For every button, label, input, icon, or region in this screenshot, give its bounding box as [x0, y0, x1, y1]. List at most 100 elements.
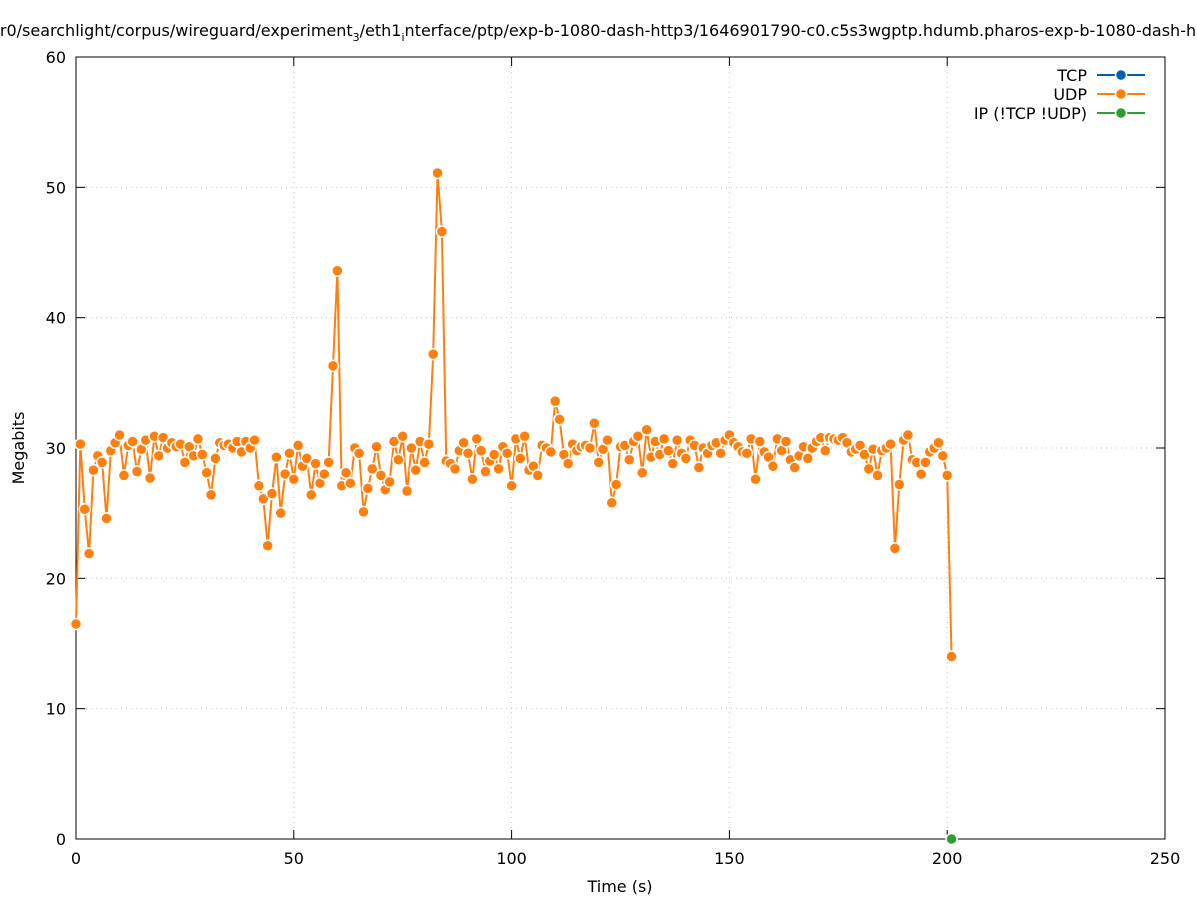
- y-tick-label: 20: [46, 569, 66, 588]
- point: [657, 432, 671, 446]
- point: [518, 430, 531, 443]
- point: [766, 459, 780, 473]
- point: [261, 539, 274, 552]
- point: [95, 456, 109, 469]
- point: [287, 473, 301, 486]
- legend-marker: [1114, 68, 1128, 82]
- title-subscript: 3: [353, 31, 360, 44]
- point: [87, 463, 100, 477]
- y-tick-label: 10: [46, 700, 66, 719]
- title-part: /eth1: [360, 21, 402, 40]
- legend-label: UDP: [1053, 85, 1087, 104]
- point: [283, 446, 296, 460]
- point: [78, 503, 91, 516]
- point: [636, 466, 649, 480]
- point: [357, 505, 370, 519]
- point: [945, 832, 958, 846]
- point: [609, 478, 623, 491]
- point: [679, 452, 693, 465]
- point: [457, 436, 470, 450]
- legend-label: IP (!TCP !UDP): [974, 104, 1087, 123]
- point: [331, 264, 344, 277]
- point: [74, 437, 87, 451]
- point: [178, 456, 192, 469]
- point: [801, 452, 815, 465]
- point: [196, 448, 209, 461]
- point: [418, 456, 431, 469]
- point: [365, 462, 379, 476]
- point: [113, 428, 126, 442]
- y-tick-label: 50: [46, 178, 66, 197]
- point: [492, 462, 505, 476]
- point: [862, 462, 876, 476]
- point: [470, 432, 484, 446]
- point: [396, 430, 409, 443]
- legend-label: TCP: [1056, 66, 1087, 85]
- point: [152, 449, 166, 463]
- point: [940, 469, 954, 482]
- point: [548, 394, 562, 408]
- x-tick-label: 200: [932, 849, 963, 868]
- y-tick-label: 60: [46, 48, 66, 67]
- point: [553, 413, 566, 426]
- point: [670, 433, 684, 447]
- point: [209, 452, 222, 465]
- point: [583, 441, 597, 455]
- y-axis-label: Megabits: [9, 412, 28, 485]
- point: [753, 435, 767, 448]
- legend-marker: [1114, 87, 1128, 101]
- point: [409, 463, 423, 477]
- y-tick-label: 30: [46, 439, 66, 458]
- point: [884, 437, 897, 451]
- point: [740, 446, 754, 460]
- x-axis-label: Time (s): [586, 877, 652, 896]
- legend-marker: [1114, 106, 1128, 120]
- point: [461, 446, 475, 460]
- point: [352, 446, 366, 460]
- point: [304, 488, 318, 502]
- point: [326, 359, 340, 373]
- point: [422, 437, 436, 451]
- point: [448, 462, 462, 476]
- y-tick-label: 0: [56, 830, 66, 849]
- point: [200, 466, 213, 480]
- point: [474, 444, 488, 457]
- point: [126, 435, 139, 448]
- point: [932, 436, 945, 450]
- point: [466, 473, 479, 486]
- x-tick-label: 250: [1150, 849, 1181, 868]
- point: [779, 435, 793, 448]
- point: [788, 461, 801, 474]
- point: [69, 617, 83, 631]
- point: [893, 478, 906, 491]
- point: [361, 482, 375, 495]
- point: [252, 479, 266, 493]
- point: [143, 471, 157, 485]
- point: [871, 469, 884, 482]
- point: [531, 469, 544, 482]
- point: [749, 473, 762, 486]
- point: [588, 416, 601, 430]
- x-tick-label: 50: [284, 849, 304, 868]
- point: [692, 461, 706, 474]
- point: [592, 456, 605, 469]
- point: [622, 453, 636, 466]
- point: [888, 542, 902, 555]
- y-tick-label: 40: [46, 309, 66, 328]
- point: [291, 439, 305, 452]
- point: [265, 487, 279, 500]
- point: [130, 465, 144, 478]
- point: [435, 225, 449, 238]
- point: [640, 423, 653, 437]
- point: [370, 440, 383, 453]
- point: [392, 453, 405, 466]
- point: [117, 469, 131, 482]
- point: [374, 469, 388, 482]
- point: [561, 457, 575, 470]
- point: [274, 506, 287, 520]
- point: [318, 467, 331, 481]
- point: [339, 466, 353, 480]
- point: [505, 479, 518, 493]
